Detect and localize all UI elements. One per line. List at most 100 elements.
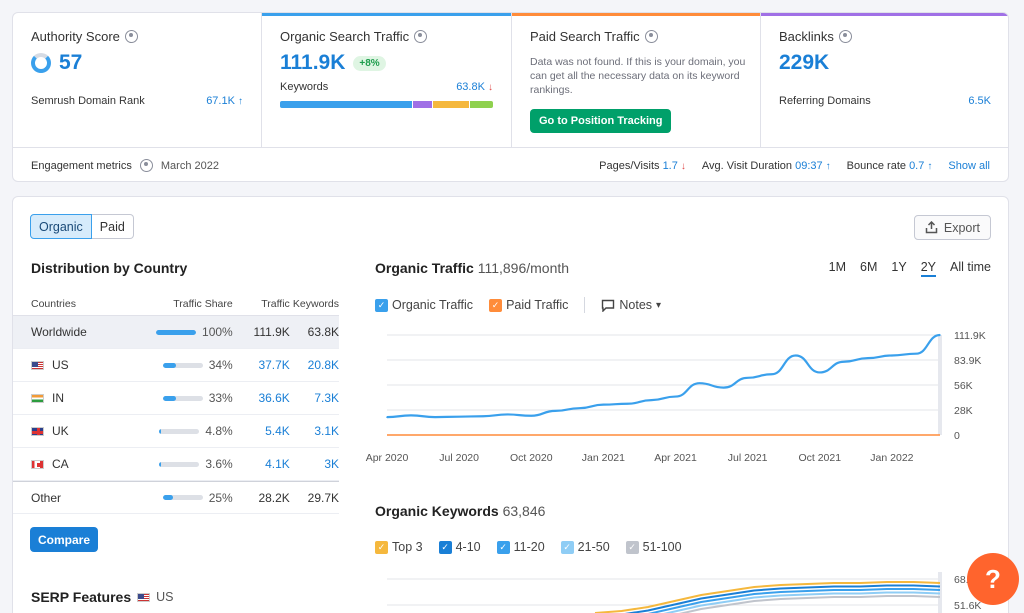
serp-features-label: SERP Features (31, 589, 132, 605)
x-tick-label: Jan 2022 (870, 452, 913, 464)
table-row[interactable]: IN 33% 36.6K 7.3K (13, 382, 339, 415)
organic-accent-bar (262, 13, 511, 16)
x-tick-label: Oct 2020 (510, 452, 553, 464)
col-traffic: Traffic (261, 297, 290, 310)
backlinks-number[interactable]: 229K (779, 51, 830, 74)
kw-bar-segment (280, 101, 413, 108)
metrics-card: Authority Score 57 Semrush Domain Rank 6… (12, 12, 1009, 182)
organic-traffic-point (458, 415, 460, 418)
go-to-position-tracking-button[interactable]: Go to Position Tracking (530, 109, 672, 133)
checkbox-icon[interactable]: ✓ (496, 540, 510, 554)
checkbox-icon[interactable]: ✓ (438, 540, 452, 554)
authority-score-value: 57 (31, 51, 82, 75)
x-tick-label: Apr 2020 (366, 452, 409, 464)
show-all-link[interactable]: Show all (948, 159, 990, 172)
period-2y[interactable]: 2Y (920, 260, 937, 277)
info-icon[interactable] (139, 159, 153, 172)
organic-traffic-point (386, 416, 388, 418)
tab-paid[interactable]: Paid (91, 214, 134, 239)
info-icon[interactable] (838, 30, 852, 43)
period-all-time[interactable]: All time (950, 260, 991, 274)
organic-traffic-label: Organic Search Traffic (280, 29, 410, 44)
y-tick-label: 0 (954, 430, 960, 442)
organic-traffic-point (698, 382, 701, 384)
organic-traffic-point (939, 334, 941, 336)
legend-paid-traffic[interactable]: ✓ Paid Traffic (489, 298, 568, 312)
table-row[interactable]: US 34% 37.7K 20.8K (13, 349, 339, 382)
compare-button[interactable]: Compare (30, 527, 99, 552)
export-button[interactable]: Export (913, 215, 991, 240)
legend-organic-traffic[interactable]: ✓ Organic Traffic (375, 298, 473, 312)
legend-kw-label: 4-10 (455, 540, 481, 554)
country-table: Countries Traffic Share Traffic Keywords… (13, 292, 339, 514)
x-tick-label: Jan 2021 (582, 452, 625, 464)
period-1y[interactable]: 1Y (891, 260, 907, 274)
legend-kw-4-10[interactable]: ✓ 4-10 (438, 540, 481, 554)
organic-keywords-chart[interactable]: 68.9K51.6K (365, 567, 1005, 613)
kw-bar-segment (469, 101, 493, 108)
backlinks-value[interactable]: 229K (779, 51, 829, 75)
checkbox-icon[interactable]: ✓ (489, 298, 503, 312)
table-row[interactable]: UK 4.8% 5.4K 3.1K (13, 415, 339, 448)
export-label: Export (943, 220, 980, 235)
share-cell: 34% (124, 358, 233, 372)
organic-paid-toggle: Organic Paid (30, 214, 134, 239)
share-value: 33% (208, 391, 233, 405)
period-6m[interactable]: 6M (860, 260, 878, 274)
table-row[interactable]: CA 3.6% 4.1K 3K (13, 448, 339, 481)
checkbox-icon[interactable]: ✓ (560, 540, 574, 554)
keywords-value[interactable]: 3K (324, 457, 340, 471)
period-1m[interactable]: 1M (828, 260, 847, 274)
info-icon[interactable] (414, 30, 428, 43)
domain-rank-value[interactable]: 67.1K ↑ (206, 95, 243, 107)
legend-kw-21-50[interactable]: ✓ 21-50 (560, 540, 610, 554)
engagement-label-group: Engagement metrics March 2022 (31, 159, 219, 172)
traffic-value[interactable]: 5.4K (265, 424, 290, 438)
legend-kw-11-20[interactable]: ✓ 11-20 (496, 540, 545, 554)
organic-traffic-point (434, 416, 436, 418)
info-icon[interactable] (644, 30, 658, 43)
keywords-value: 63.8K (307, 325, 340, 339)
keywords-value[interactable]: 3.1K (314, 424, 340, 438)
referring-domains-value[interactable]: 6.5K (968, 95, 991, 107)
organic-traffic-chart[interactable]: 111.9K 83.9K 56K 28K 0 Apr 2020 Jul 2020 Oct 20… (365, 325, 1005, 473)
traffic-value[interactable]: 4.1K (265, 457, 290, 471)
legend-kw-top-3[interactable]: ✓ Top 3 (375, 540, 423, 554)
organic-traffic-value[interactable]: 111.9K +8% (280, 51, 386, 75)
notes-dropdown[interactable]: Notes ▾ (601, 298, 661, 312)
pages-visits-metric: Pages/Visits 1.7 ↓ (599, 159, 686, 172)
organic-traffic-point (674, 395, 677, 398)
kw-bar-segment (413, 101, 433, 108)
share-bar (156, 329, 197, 335)
organic-traffic-point (578, 407, 581, 409)
table-row[interactable]: Other 25% 28.2K 29.7K (13, 481, 339, 514)
share-value: 25% (208, 490, 233, 505)
country-name: Worldwide (31, 325, 87, 339)
legend-kw-51-100[interactable]: ✓ 51-100 (625, 540, 682, 554)
keywords-value[interactable]: 7.3K (314, 391, 340, 405)
organic-traffic-point (818, 371, 821, 374)
checkbox-icon[interactable]: ✓ (375, 540, 388, 554)
backlinks-accent-bar (761, 13, 1008, 16)
traffic-value[interactable]: 36.6K (258, 391, 290, 405)
note-icon (602, 299, 615, 312)
organic-traffic-number[interactable]: 111.9K (280, 51, 346, 74)
engagement-date: March 2022 (160, 159, 219, 172)
country-cell: Worldwide (31, 325, 124, 339)
checkbox-icon[interactable]: ✓ (375, 298, 388, 312)
engagement-bar: Engagement metrics March 2022 Pages/Visi… (13, 147, 1008, 181)
info-icon[interactable] (124, 30, 138, 43)
organic-traffic-point (410, 414, 412, 417)
checkbox-icon[interactable]: ✓ (625, 540, 639, 554)
traffic-value[interactable]: 37.7K (258, 358, 290, 372)
paid-traffic-title: Paid Search Traffic (530, 29, 658, 44)
keywords-value[interactable]: 20.8K (307, 358, 340, 372)
help-button[interactable]: ? (967, 553, 1019, 605)
legend-organic-label: Organic Traffic (392, 298, 474, 312)
table-row[interactable]: Worldwide 100% 111.9K 63.8K (13, 316, 339, 349)
tab-organic[interactable]: Organic (30, 214, 92, 239)
help-icon: ? (985, 563, 1001, 594)
keywords-value[interactable]: 63.8K ↓ (456, 81, 493, 93)
y-tick-label: 56K (954, 380, 973, 392)
legend-divider (584, 297, 586, 313)
